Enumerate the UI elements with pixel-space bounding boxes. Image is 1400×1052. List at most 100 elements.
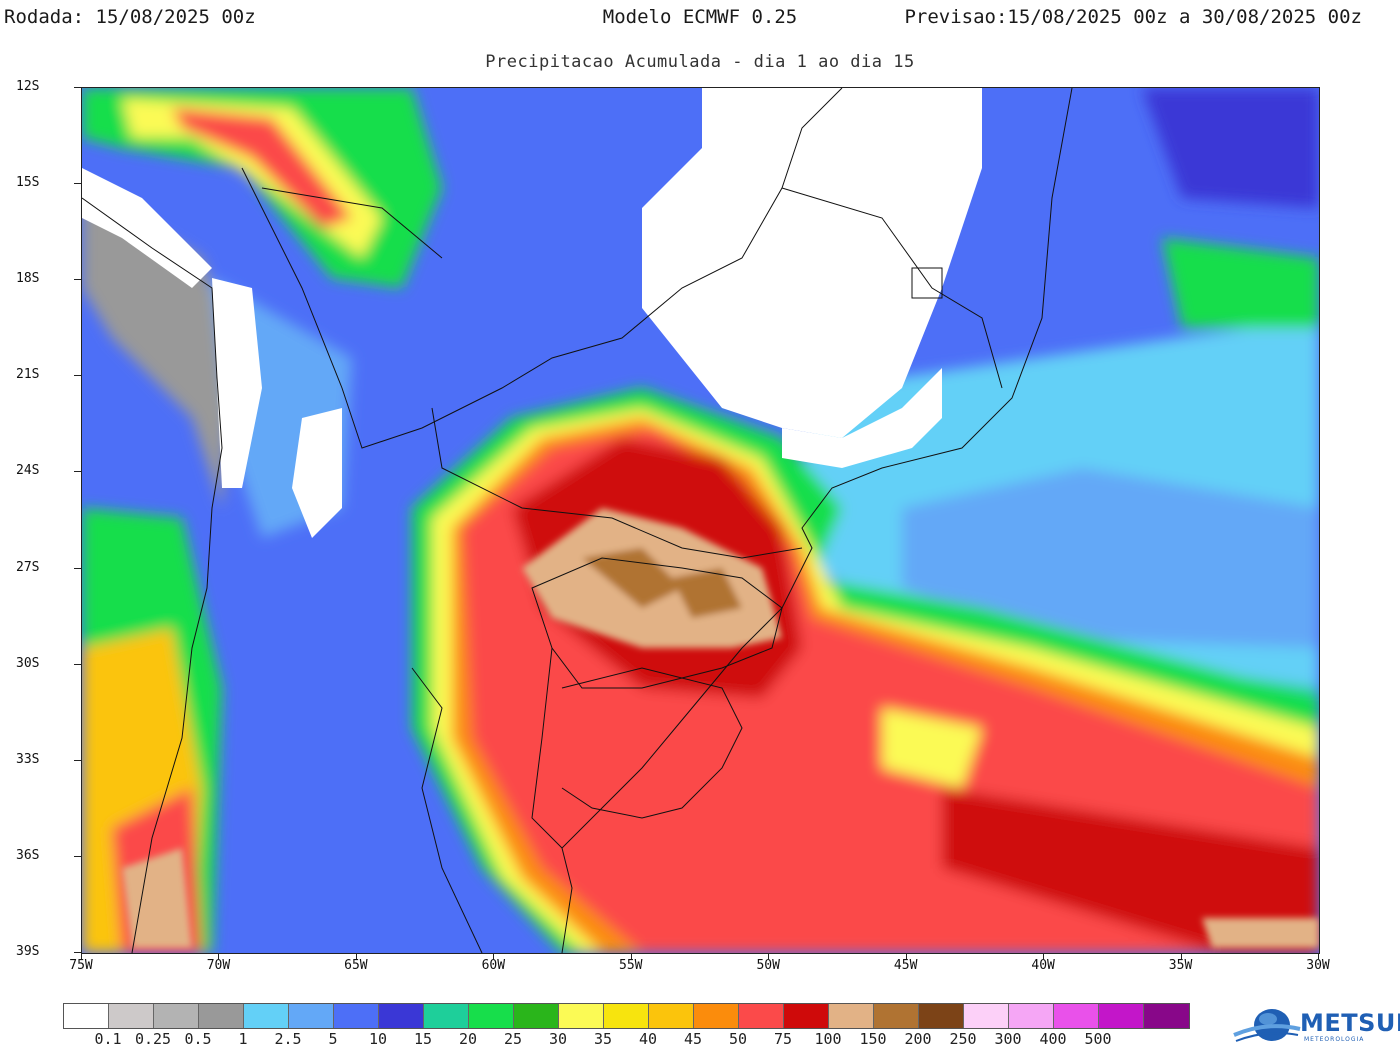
legend-swatch <box>649 1004 694 1028</box>
latitude-label: 12S <box>16 79 40 94</box>
latitude-tick <box>74 567 81 569</box>
legend-swatch <box>784 1004 829 1028</box>
legend-swatch <box>154 1004 199 1028</box>
legend-label: 5 <box>328 1030 338 1048</box>
legend-swatch <box>334 1004 379 1028</box>
legend-label: 0.25 <box>134 1030 172 1048</box>
legend-label: 15 <box>413 1030 433 1048</box>
legend-label: 35 <box>593 1030 613 1048</box>
legend-swatch <box>424 1004 469 1028</box>
latitude-label: 18S <box>16 271 40 287</box>
legend-label: 2.5 <box>274 1030 302 1048</box>
legend-swatch <box>739 1004 784 1028</box>
legend-label: 100 <box>814 1030 842 1048</box>
far-ocean-tan-streak <box>1202 918 1319 948</box>
border-argentina-inner <box>411 667 483 953</box>
legend-label: 500 <box>1084 1030 1112 1048</box>
legend-label: 25 <box>503 1030 523 1048</box>
latitude-tick <box>74 375 81 377</box>
legend-swatch <box>1009 1004 1054 1028</box>
legend-swatch <box>559 1004 604 1028</box>
legend-label: 50 <box>728 1030 748 1048</box>
longitude-tick <box>768 953 770 959</box>
coastlines-borders <box>82 88 1073 953</box>
ne-dark-blue <box>1142 88 1319 208</box>
latitude-tick <box>74 952 81 953</box>
latitude-label: 21S <box>16 367 40 383</box>
ocean-dark-red-streak <box>942 788 1319 953</box>
latitude-label: 33S <box>16 751 40 767</box>
longitude-label: 75W <box>69 958 93 973</box>
longitude-tick <box>81 953 82 959</box>
longitude-label: 70W <box>206 958 231 973</box>
logo-wordmark: METSUL <box>1300 1009 1400 1037</box>
legend-swatch <box>1099 1004 1144 1028</box>
legend-swatch <box>604 1004 649 1028</box>
legend-label: 30 <box>548 1030 568 1048</box>
longitude-label: 55W <box>619 958 643 973</box>
legend-swatch <box>379 1004 424 1028</box>
atlantic-mid-area <box>902 468 1319 648</box>
latitude-tick <box>74 183 81 185</box>
legend-label: 1 <box>238 1030 248 1048</box>
run-label: Rodada: <box>4 6 85 28</box>
legend-swatch <box>1144 1004 1189 1028</box>
legend-swatch <box>874 1004 919 1028</box>
atlantic-coastline <box>561 88 1073 953</box>
legend-swatch <box>829 1004 874 1028</box>
max-rain-core <box>122 508 1319 948</box>
longitude-tick <box>630 953 632 959</box>
legend-swatch <box>964 1004 1009 1028</box>
latitude-tick <box>74 87 81 88</box>
border-uruguay <box>561 667 743 819</box>
federal-district <box>911 267 943 299</box>
legend-swatch <box>514 1004 559 1028</box>
globe-icon <box>1233 1009 1301 1042</box>
legend-label: 250 <box>949 1030 977 1048</box>
border-paraguay <box>431 407 803 559</box>
state-borders <box>781 187 1003 389</box>
legend-label: 45 <box>683 1030 703 1048</box>
latitude-tick <box>74 279 81 281</box>
legend-swatch <box>694 1004 739 1028</box>
ocean-yellow-patch <box>882 708 982 788</box>
forecast-period-header: Previsao:15/08/2025 00z a 30/08/2025 00z <box>904 6 1362 28</box>
latitude-label: 36S <box>16 847 40 863</box>
longitude-label: 60W <box>481 958 506 973</box>
legend-label: 200 <box>904 1030 932 1048</box>
longitude-tick <box>355 953 357 959</box>
border-bolivia <box>261 187 443 259</box>
longitude-label: 45W <box>893 958 918 973</box>
legend-label: 300 <box>994 1030 1022 1048</box>
longitude-label: 35W <box>1168 958 1193 973</box>
color-scale-legend <box>63 1003 1190 1029</box>
legend-swatch <box>64 1004 109 1028</box>
latitude-label: 27S <box>16 559 40 575</box>
logo-subtitle: METEOROLOGIA <box>1304 1036 1365 1043</box>
longitude-label: 65W <box>344 958 368 973</box>
nw-red-band <box>172 108 352 228</box>
dry-regions <box>82 88 982 538</box>
legend-swatch <box>469 1004 514 1028</box>
latitude-label: 24S <box>16 463 40 479</box>
border-misiones-rs <box>531 557 783 689</box>
legend-label: 0.1 <box>94 1030 122 1048</box>
max-brown-area-1 <box>582 548 682 608</box>
pacific-coastline <box>82 197 223 953</box>
legend-label: 75 <box>773 1030 793 1048</box>
longitude-tick <box>493 953 495 959</box>
brazil-southeast-dry <box>782 368 942 468</box>
legend-label: 10 <box>368 1030 388 1048</box>
precipitation-map <box>81 87 1320 954</box>
longitude-tick <box>1043 953 1045 959</box>
longitude-tick <box>905 953 907 959</box>
legend-label: 20 <box>458 1030 478 1048</box>
legend-swatch <box>919 1004 964 1028</box>
peru-coast-dry <box>82 168 212 288</box>
legend-swatch <box>1054 1004 1099 1028</box>
latitude-tick <box>74 855 81 857</box>
legend-label: 40 <box>638 1030 658 1048</box>
latitude-label: 30S <box>16 655 40 671</box>
longitude-label: 40W <box>1031 958 1055 973</box>
max-brown-area-2 <box>672 568 742 618</box>
